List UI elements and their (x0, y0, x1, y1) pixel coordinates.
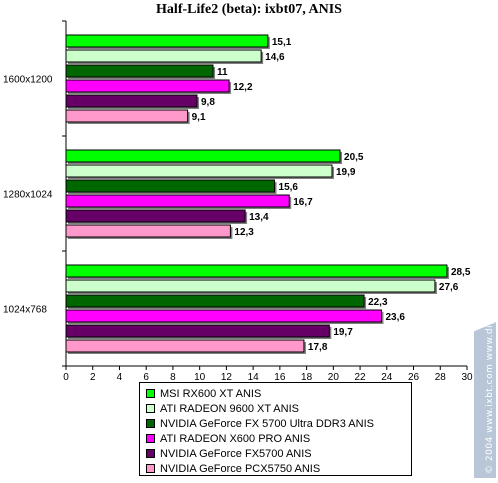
legend-label: ATI RADEON 9600 XT ANIS (160, 402, 299, 415)
bar (65, 224, 231, 238)
legend-entry: ATI RADEON X600 PRO ANIS (146, 431, 411, 446)
bar (65, 34, 269, 48)
legend-label: ATI RADEON X600 PRO ANIS (160, 432, 311, 445)
bar (65, 309, 382, 323)
x-tick-label: 10 (194, 372, 206, 380)
legend-swatch (146, 389, 155, 398)
watermark: © 2004 www.ixbt.com www.digit-life.com (474, 322, 496, 478)
bar (65, 49, 262, 63)
legend-label: NVIDIA GeForce FX 5700 Ultra DDR3 ANIS (160, 417, 374, 430)
chart-title: Half-Life2 (beta): ixbt07, ANIS (156, 2, 342, 17)
legend-entry: MSI RX600 XT ANIS (146, 386, 411, 401)
x-tick-label: 8 (170, 372, 176, 380)
data-label: 23,6 (385, 312, 405, 323)
x-tick-label: 6 (143, 372, 149, 380)
bar (65, 149, 341, 163)
x-tick-label: 18 (301, 372, 313, 380)
bar (65, 194, 290, 208)
legend-swatch (146, 434, 155, 443)
bar-chart: 0 2 4 6 8 10 12 14 16 18 20 22 24 26 28 301600x120015,1… (3, 20, 473, 380)
data-label: 19,7 (333, 327, 353, 338)
category-label: 1024x768 (3, 305, 47, 316)
x-tick-label: 16 (274, 372, 286, 380)
bar (65, 164, 333, 178)
legend-entry: NVIDIA GeForce FX 5700 Ultra DDR3 ANIS (146, 416, 411, 431)
legend: MSI RX600 XT ANIS ATI RADEON 9600 XT ANIS… (139, 382, 412, 476)
x-tick-label: 26 (408, 372, 420, 380)
data-label: 9,1 (192, 112, 206, 123)
bar (65, 294, 365, 308)
legend-label: NVIDIA GeForce FX5700 ANIS (160, 447, 312, 460)
data-label: 19,9 (336, 167, 356, 178)
x-tick-label: 28 (435, 372, 447, 380)
x-tick-label: 12 (221, 372, 233, 380)
bar (65, 339, 305, 353)
data-label: 11 (217, 67, 228, 78)
bar (65, 94, 198, 108)
legend-label: NVIDIA GeForce PCX5750 ANIS (160, 462, 321, 475)
x-tick-label: 22 (355, 372, 367, 380)
x-tick-label: 30 (461, 372, 473, 380)
bar (65, 264, 448, 278)
bar (65, 209, 246, 223)
legend-swatch (146, 449, 155, 458)
category-label: 1280x1024 (3, 190, 53, 201)
legend-label: MSI RX600 XT ANIS (160, 387, 262, 400)
x-tick-label: 0 (63, 372, 69, 380)
x-tick-label: 20 (328, 372, 340, 380)
bar (65, 179, 276, 193)
data-label: 9,8 (201, 97, 215, 108)
data-label: 15,6 (279, 182, 299, 193)
bar (65, 64, 214, 78)
data-label: 12,2 (233, 82, 253, 93)
x-tick-label: 4 (117, 372, 123, 380)
x-tick-label: 24 (381, 372, 393, 380)
data-label: 28,5 (451, 267, 471, 278)
legend-entry: NVIDIA GeForce PCX5750 ANIS (146, 461, 411, 476)
data-label: 14,6 (265, 52, 285, 63)
legend-swatch (146, 464, 155, 473)
bar (65, 279, 436, 293)
x-tick-label: 14 (248, 372, 260, 380)
data-label: 22,3 (368, 297, 388, 308)
data-label: 12,3 (234, 227, 254, 238)
data-label: 27,6 (439, 282, 459, 293)
data-label: 20,5 (344, 152, 364, 163)
data-label: 16,7 (293, 197, 313, 208)
bar (65, 324, 330, 338)
legend-swatch (146, 404, 155, 413)
legend-swatch (146, 419, 155, 428)
data-label: 13,4 (249, 212, 269, 223)
bar (65, 109, 189, 123)
legend-entry: NVIDIA GeForce FX5700 ANIS (146, 446, 411, 461)
data-label: 15,1 (272, 37, 292, 48)
x-tick-label: 2 (90, 372, 96, 380)
bar (65, 79, 230, 93)
legend-entry: ATI RADEON 9600 XT ANIS (146, 401, 411, 416)
data-label: 17,8 (308, 342, 328, 353)
category-label: 1600x1200 (3, 75, 53, 86)
